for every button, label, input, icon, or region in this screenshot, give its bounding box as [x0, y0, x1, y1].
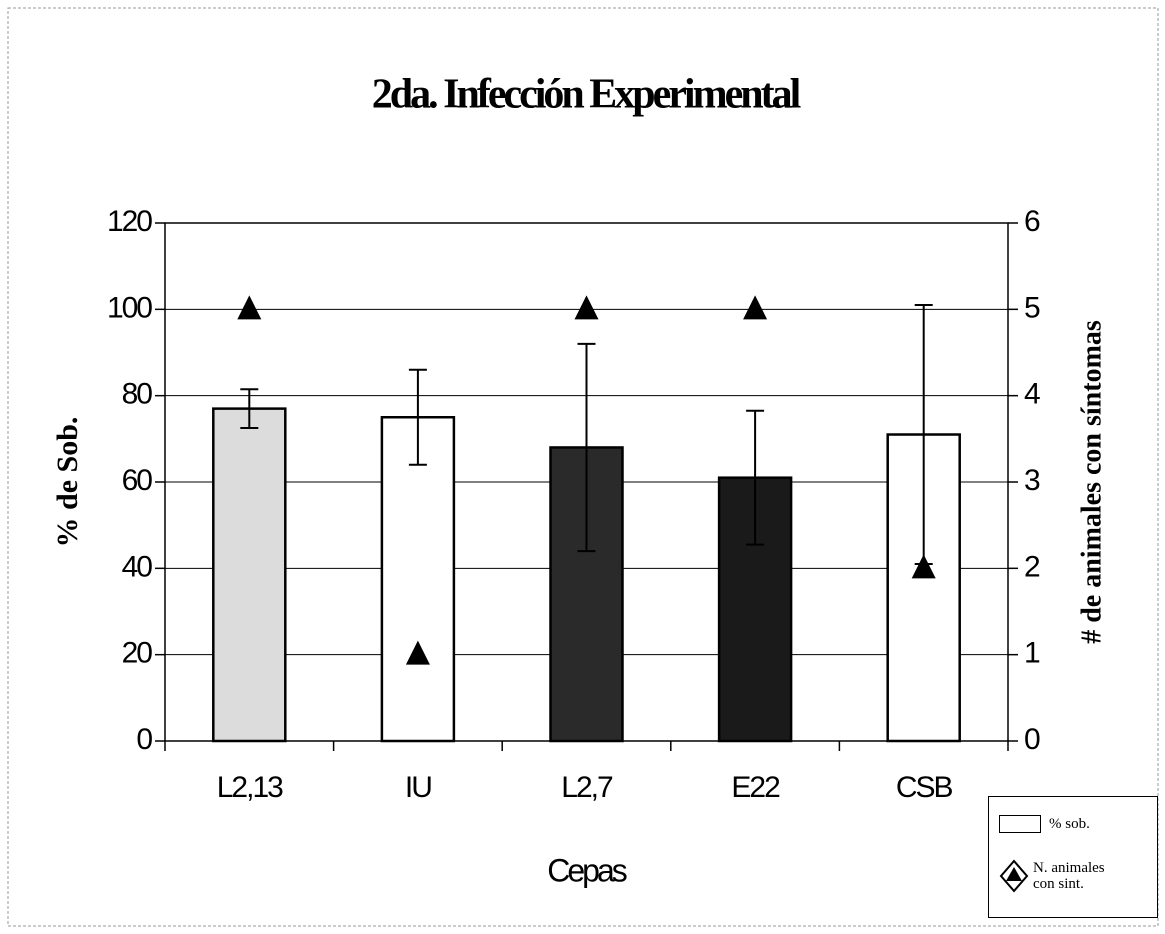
y-tick-label: 100 — [107, 291, 152, 324]
error-bar — [408, 368, 427, 466]
bar — [212, 407, 287, 743]
y-tick-label: 120 — [107, 205, 152, 238]
error-bar — [240, 388, 259, 430]
legend-marker — [999, 859, 1029, 893]
error-bar — [746, 409, 765, 546]
x-tick-label: CSB — [896, 771, 953, 804]
marker — [743, 295, 768, 320]
marker — [237, 295, 262, 320]
y2-tick-label: 0 — [1024, 723, 1040, 756]
error-bar — [577, 342, 596, 553]
y2-tick-label: 4 — [1024, 378, 1040, 411]
legend-item: N. animales con sint. — [999, 859, 1113, 893]
y-tick-label: 40 — [122, 550, 153, 583]
legend-swatch — [999, 815, 1041, 833]
y2-tick-label: 2 — [1024, 550, 1040, 583]
y-tick-label: 80 — [122, 378, 153, 411]
x-tick-label: E22 — [731, 771, 780, 804]
marker — [911, 554, 936, 579]
legend: % sob. N. animales con sint. — [988, 796, 1158, 918]
frame — [7, 7, 1159, 927]
y2-tick-label: 5 — [1024, 291, 1040, 324]
marker — [405, 640, 430, 665]
y2-tick-label: 6 — [1024, 205, 1040, 238]
legend-label: N. animales con sint. — [1033, 860, 1105, 892]
y-tick-label: 60 — [122, 464, 153, 497]
legend-label: % sob. — [1049, 816, 1090, 832]
y2-axis-label: # de animales con síntomas — [1076, 320, 1107, 644]
y2-tick-label: 3 — [1024, 464, 1040, 497]
chart-title: 2da. Infección Experimental — [372, 72, 801, 118]
marker — [574, 295, 599, 320]
y-axis-label: % de Sob. — [51, 417, 84, 548]
x-tick-label: L2,7 — [561, 771, 613, 804]
x-axis-label: Cepas — [547, 852, 627, 888]
y-tick-label: 0 — [136, 723, 152, 756]
bar — [380, 416, 456, 743]
x-tick-label: IU — [405, 771, 431, 804]
y2-tick-label: 1 — [1024, 637, 1040, 670]
y-tick-label: 20 — [122, 637, 153, 670]
legend-item: % sob. — [999, 815, 1129, 833]
x-tick-label: L2,13 — [217, 771, 283, 804]
